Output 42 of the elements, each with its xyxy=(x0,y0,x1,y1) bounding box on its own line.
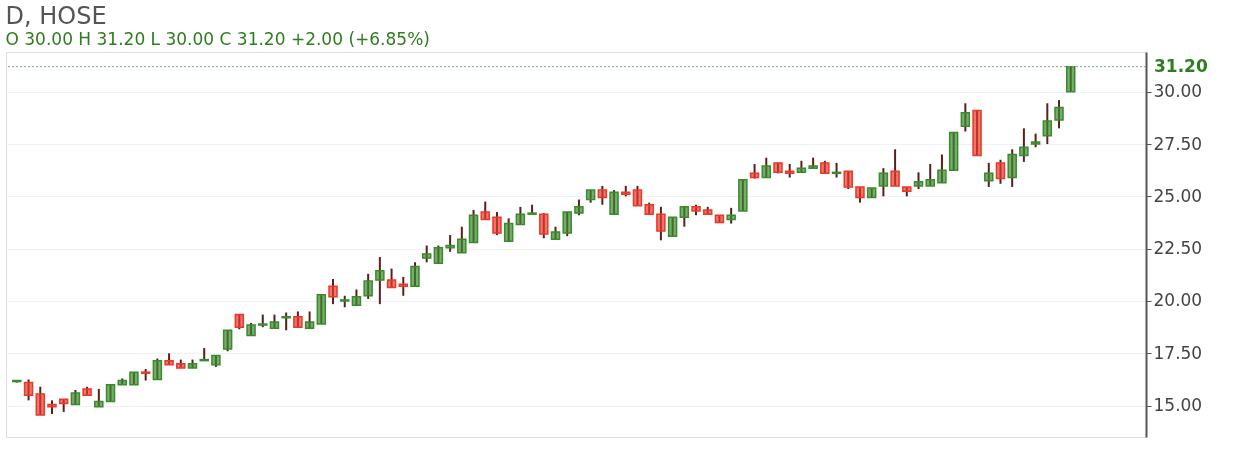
candlestick xyxy=(562,211,572,238)
candlestick xyxy=(23,378,34,402)
candlestick xyxy=(890,148,900,187)
y-tick-label: 30.00 xyxy=(1153,81,1203,102)
candlestick xyxy=(960,102,971,133)
ref-line-label: 31.20 xyxy=(1154,55,1208,76)
candlestick xyxy=(1007,148,1017,188)
candlestick xyxy=(35,385,46,417)
y-tick-label: 15.00 xyxy=(1153,395,1203,416)
candlestick xyxy=(386,267,397,289)
candlestick xyxy=(937,153,947,184)
candlestick xyxy=(597,184,608,206)
candlestick xyxy=(375,256,385,306)
candlestick xyxy=(761,156,772,179)
candlestick xyxy=(995,158,1006,185)
y-tick-label: 20.00 xyxy=(1153,290,1203,311)
candlestick xyxy=(984,161,994,188)
candlestick xyxy=(152,357,163,381)
y-tick-label: 22.50 xyxy=(1153,238,1203,259)
candlestick xyxy=(539,212,549,240)
candlestick xyxy=(679,205,690,228)
candlestick xyxy=(1054,99,1064,130)
candlestick xyxy=(503,217,514,243)
candlestick xyxy=(492,211,502,237)
candlestick xyxy=(1042,102,1053,146)
candlestick xyxy=(925,162,935,187)
candlestick xyxy=(457,225,467,254)
chart-subtitle: O 30.00 H 31.20 L 30.00 C 31.20 +2.00 (+6.85%) xyxy=(5,29,430,49)
candlestick xyxy=(878,167,889,198)
candlestick xyxy=(328,278,338,306)
candlestick xyxy=(363,272,373,300)
candlestick xyxy=(609,189,619,216)
chart-title: D, HOSE xyxy=(5,2,107,30)
candlestick xyxy=(1019,127,1029,163)
candlestick xyxy=(222,329,233,353)
candlestick xyxy=(410,261,420,288)
candlestick xyxy=(656,205,666,242)
candlestick xyxy=(632,184,643,207)
y-tick-label: 25.00 xyxy=(1153,185,1203,206)
candlestick xyxy=(667,216,678,238)
y-tick-label: 27.50 xyxy=(1153,133,1203,154)
y-tick-label: 17.50 xyxy=(1153,342,1203,363)
